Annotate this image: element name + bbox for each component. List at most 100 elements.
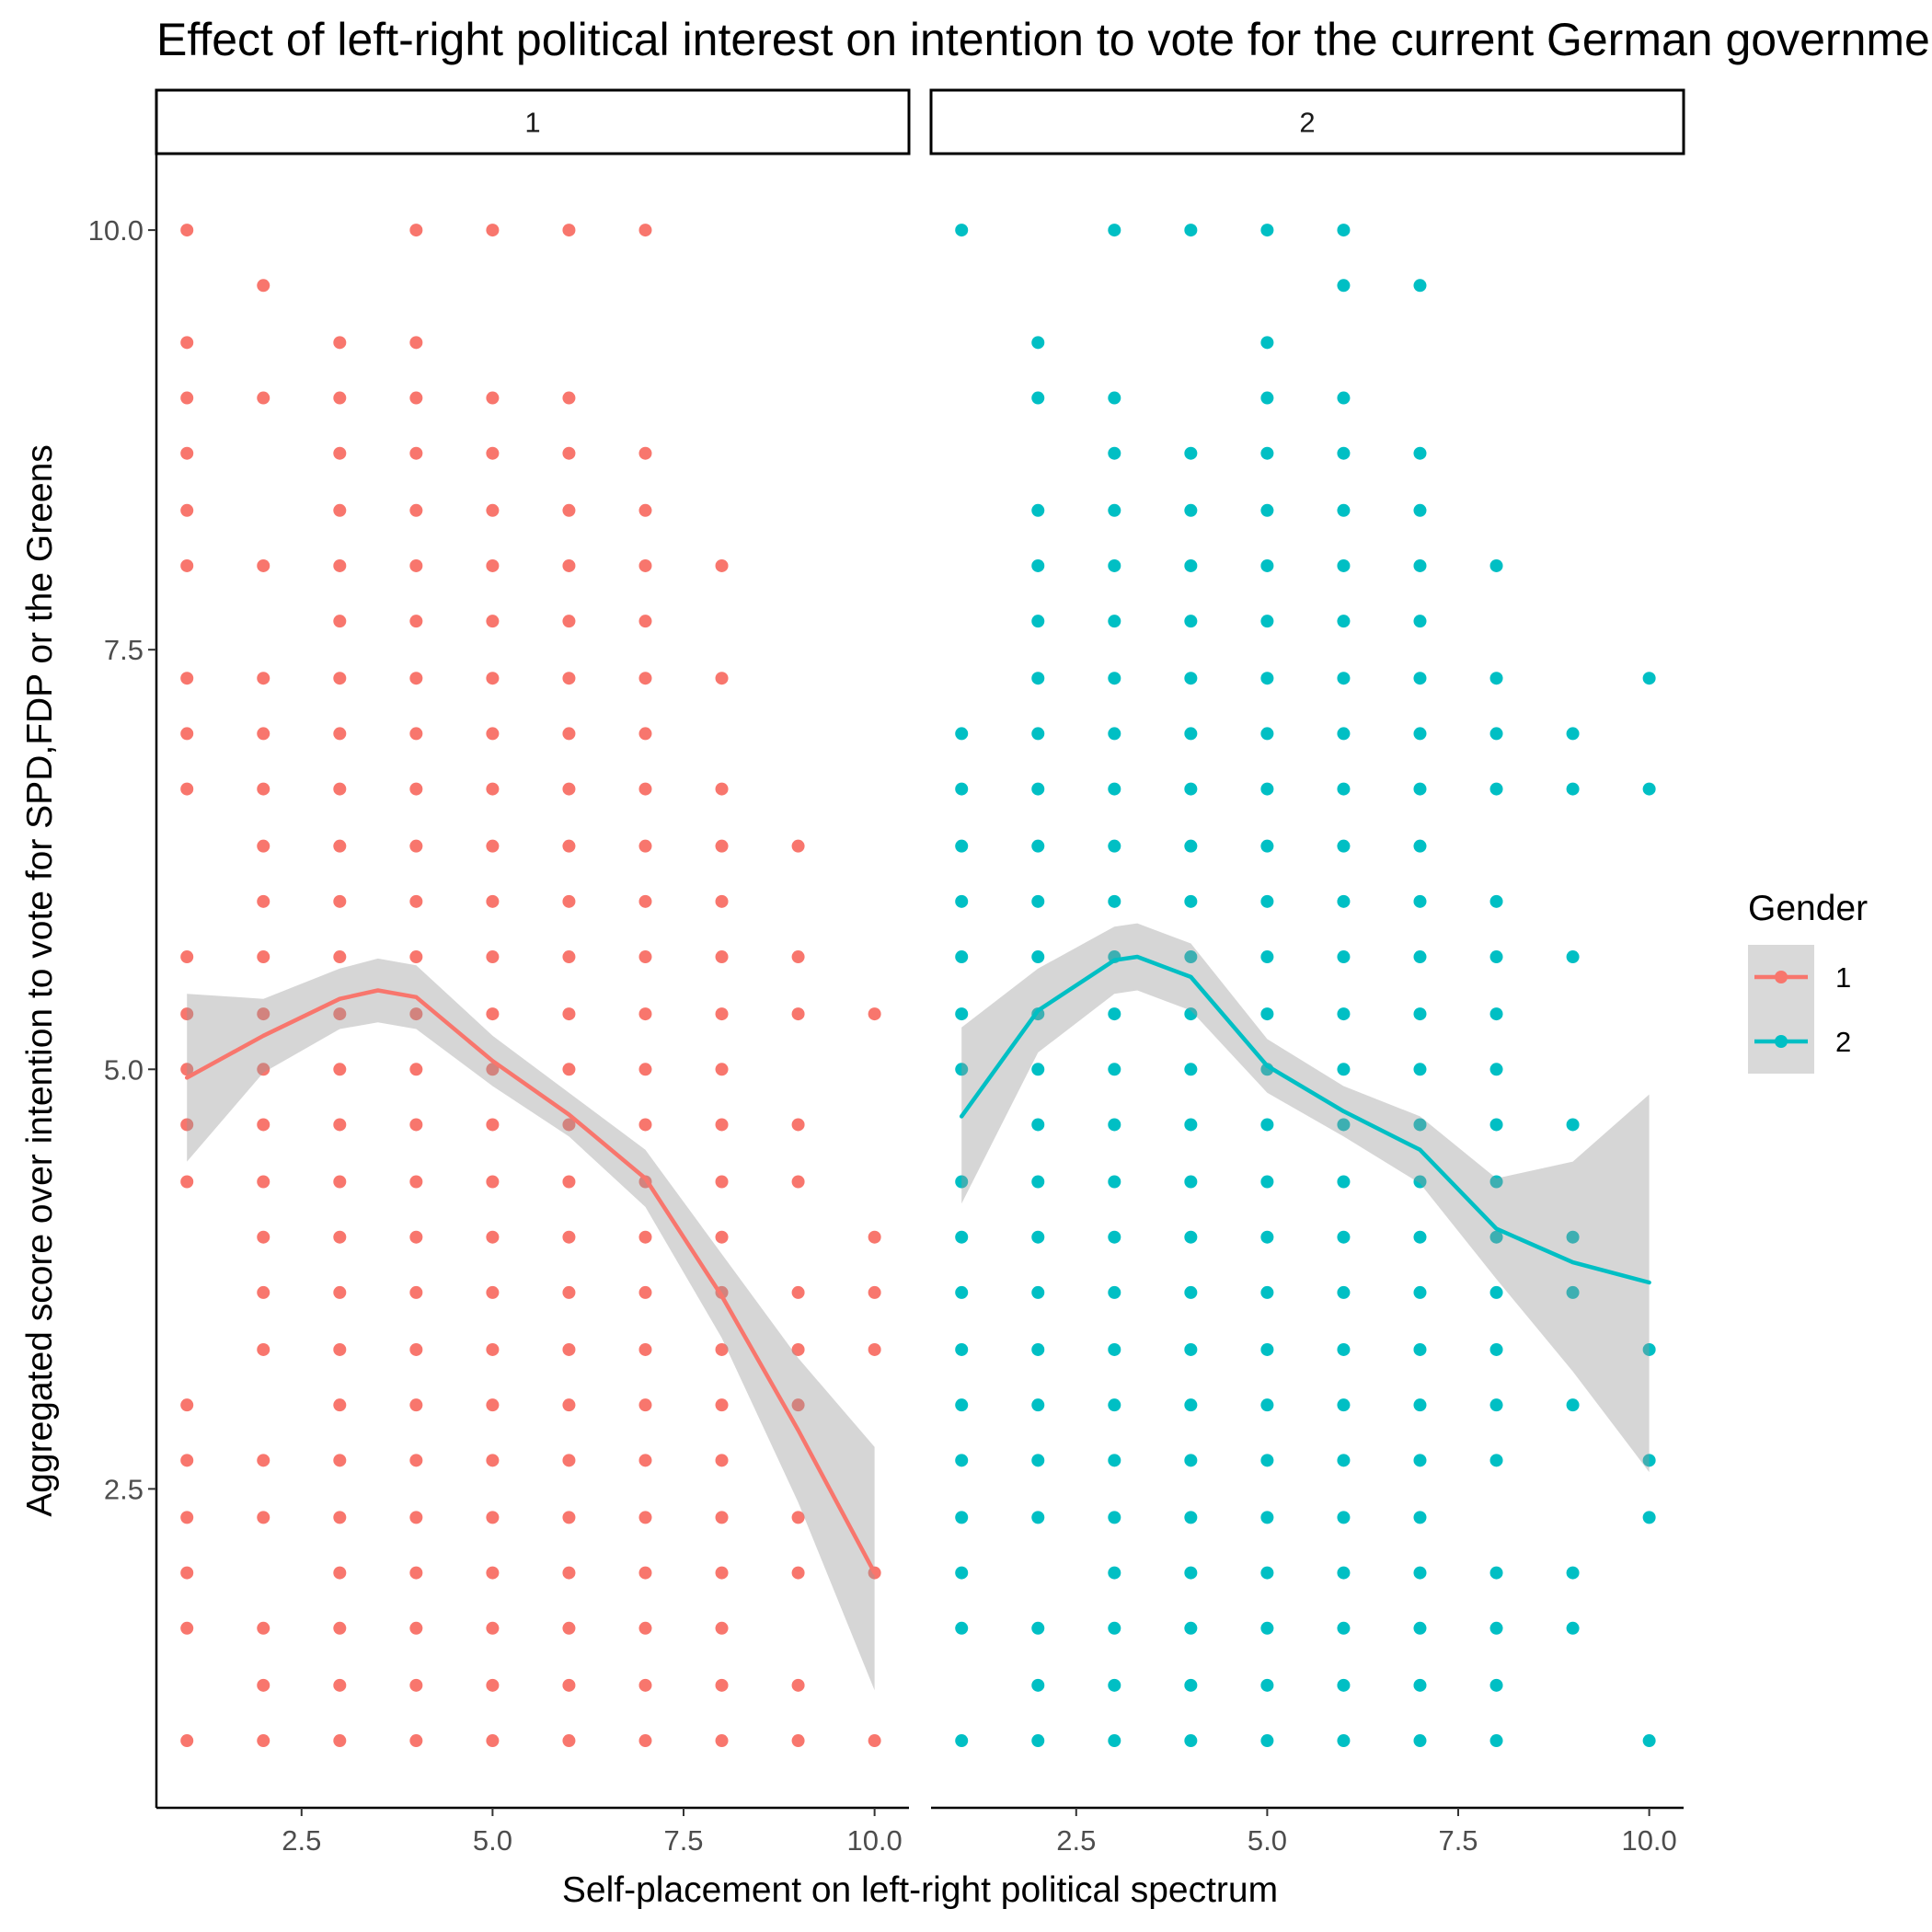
data-point (1413, 1342, 1427, 1356)
data-point (486, 446, 500, 460)
data-point (1184, 1734, 1198, 1748)
data-point (1642, 672, 1656, 685)
data-point (1337, 950, 1351, 964)
data-point (333, 1342, 347, 1356)
x-tick-label: 7.5 (663, 1824, 703, 1857)
data-point (1566, 1230, 1580, 1244)
data-point (409, 1063, 423, 1076)
data-point (257, 1175, 270, 1189)
data-point (486, 1454, 500, 1467)
data-point (1413, 1621, 1427, 1635)
data-point (1413, 1063, 1427, 1076)
data-point (257, 279, 270, 293)
data-point (1108, 1398, 1121, 1412)
data-point (1337, 1285, 1351, 1299)
data-point (638, 839, 652, 853)
data-point (257, 950, 270, 964)
data-point (1184, 1511, 1198, 1524)
data-point (180, 1398, 194, 1412)
data-point (638, 1454, 652, 1467)
data-point (1337, 446, 1351, 460)
data-point (868, 1285, 881, 1299)
data-point (1413, 446, 1427, 460)
data-point (409, 782, 423, 796)
data-point (333, 1118, 347, 1132)
data-point (409, 1118, 423, 1132)
data-point (1260, 839, 1274, 853)
data-point (1413, 503, 1427, 517)
data-point (562, 446, 576, 460)
data-point (1413, 950, 1427, 964)
legend-label: 2 (1835, 1026, 1851, 1058)
data-point (955, 1342, 969, 1356)
data-point (1184, 1398, 1198, 1412)
data-point (868, 1734, 881, 1748)
data-point (486, 1678, 500, 1692)
data-point (1260, 503, 1274, 517)
data-point (1260, 224, 1274, 237)
data-point (1031, 1175, 1045, 1189)
data-point (1337, 1678, 1351, 1692)
data-point (333, 1007, 347, 1021)
data-point (1566, 1621, 1580, 1635)
x-tick-label: 7.5 (1438, 1824, 1478, 1857)
data-point (333, 1454, 347, 1467)
data-point (1413, 1398, 1427, 1412)
data-point (333, 1566, 347, 1580)
data-point (1184, 1342, 1198, 1356)
data-point (1184, 839, 1198, 853)
data-point (1337, 1398, 1351, 1412)
data-point (1260, 1678, 1274, 1692)
legend-key-point (1775, 971, 1788, 983)
data-point (955, 1175, 969, 1189)
data-point (1184, 1063, 1198, 1076)
data-point (1642, 1511, 1656, 1524)
data-point (955, 782, 969, 796)
data-point (955, 1285, 969, 1299)
data-point (638, 1511, 652, 1524)
data-point (257, 727, 270, 741)
data-point (1031, 1678, 1045, 1692)
data-point (1489, 1342, 1503, 1356)
data-point (257, 1118, 270, 1132)
data-point (1337, 1175, 1351, 1189)
data-point (562, 1175, 576, 1189)
data-point (409, 1285, 423, 1299)
data-point (409, 336, 423, 350)
data-point (955, 894, 969, 908)
data-point (180, 950, 194, 964)
data-point (333, 1678, 347, 1692)
data-point (1489, 950, 1503, 964)
data-point (180, 1175, 194, 1189)
data-point (638, 1342, 652, 1356)
data-point (562, 1454, 576, 1467)
data-point (791, 950, 805, 964)
data-point (486, 1342, 500, 1356)
data-point (562, 1118, 576, 1132)
data-point (955, 1398, 969, 1412)
data-point (333, 1734, 347, 1748)
data-point (638, 672, 652, 685)
y-axis-title: Aggregated score over intention to vote … (20, 444, 60, 1517)
data-point (715, 1063, 729, 1076)
y-tick-label: 2.5 (104, 1473, 144, 1505)
data-point (180, 1566, 194, 1580)
data-point (955, 727, 969, 741)
data-point (1031, 1454, 1045, 1467)
data-point (1184, 672, 1198, 685)
data-point (1489, 894, 1503, 908)
data-point (1413, 558, 1427, 572)
data-point (257, 1454, 270, 1467)
data-point (562, 1007, 576, 1021)
data-point (1337, 615, 1351, 628)
data-point (562, 1063, 576, 1076)
data-point (333, 615, 347, 628)
data-point (333, 503, 347, 517)
data-point (1184, 1230, 1198, 1244)
legend-key-point (1775, 1035, 1788, 1048)
data-point (257, 1230, 270, 1244)
data-point (1642, 1454, 1656, 1467)
data-point (486, 503, 500, 517)
data-point (1260, 446, 1274, 460)
data-point (1108, 1678, 1121, 1692)
